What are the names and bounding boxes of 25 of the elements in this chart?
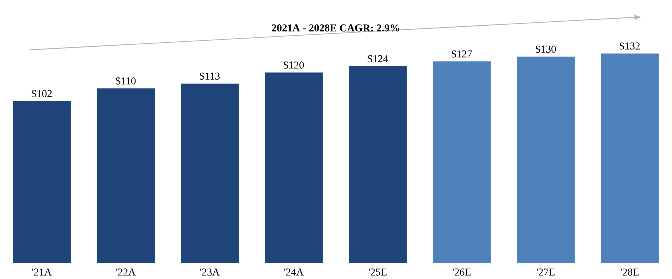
x-tick-label: '24A [284,268,304,276]
x-tick-label: '22A [116,268,136,276]
data-label: $132 [620,42,640,50]
bar [517,56,575,263]
bar [181,84,239,263]
data-label: $113 [200,72,220,80]
bar [13,101,71,263]
bar [433,61,491,263]
data-label: $102 [32,89,52,98]
bar [265,72,323,263]
x-tick-label: '28E [621,268,639,276]
bar [97,88,155,263]
data-label: $120 [284,60,304,70]
data-label: $130 [536,45,556,54]
data-label: $127 [452,50,472,58]
x-tick-label: '27E [537,268,555,276]
x-tick-label: '23A [200,268,220,276]
x-tick-label: '26E [453,268,471,276]
text: 2021A - 2028E CAGR: 2.9% [272,24,400,32]
x-tick-label: '25E [369,268,387,276]
data-label: $110 [116,76,136,86]
bar [349,66,407,263]
bar [601,54,659,263]
data-label: $124 [368,54,388,63]
x-tick-label: '21A [32,268,52,276]
